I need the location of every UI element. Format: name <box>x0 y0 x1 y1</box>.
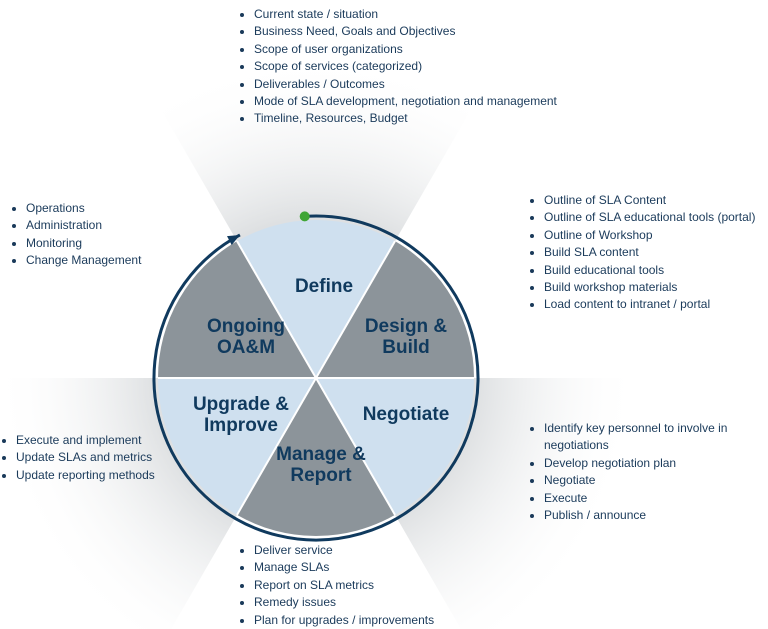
bullet-item: Execute <box>544 490 768 507</box>
bullet-item: Manage SLAs <box>254 559 560 576</box>
bullet-item: Update SLAs and metrics <box>16 449 182 466</box>
bullet-list: Outline of SLA ContentOutline of SLA edu… <box>530 192 768 314</box>
bullets-upgrade_improve: Execute and implementUpdate SLAs and met… <box>2 432 182 484</box>
bullet-item: Administration <box>26 217 192 234</box>
bullet-list: OperationsAdministrationMonitoringChange… <box>12 200 192 270</box>
bullet-item: Deliver service <box>254 542 560 559</box>
bullet-item: Publish / announce <box>544 507 768 524</box>
bullet-item: Monitoring <box>26 235 192 252</box>
bullets-design_build: Outline of SLA ContentOutline of SLA edu… <box>530 192 768 314</box>
bullet-item: Scope of user organizations <box>254 41 580 58</box>
bullet-item: Build SLA content <box>544 244 768 261</box>
bullet-item: Change Management <box>26 252 192 269</box>
bullet-item: Load content to intranet / portal <box>544 296 768 313</box>
bullet-item: Negotiate <box>544 472 768 489</box>
bullet-item: Timeline, Resources, Budget <box>254 110 580 127</box>
bullet-item: Build educational tools <box>544 262 768 279</box>
bullet-item: Outline of Workshop <box>544 227 768 244</box>
bullet-item: Deliverables / Outcomes <box>254 76 580 93</box>
bullet-item: Business Need, Goals and Objectives <box>254 23 580 40</box>
bullet-list: Current state / situationBusiness Need, … <box>240 6 580 128</box>
bullets-negotiate: Identify key personnel to involve in neg… <box>530 420 768 524</box>
bullet-item: Plan for upgrades / improvements <box>254 612 560 629</box>
bullet-item: Mode of SLA development, negotiation and… <box>254 93 580 110</box>
bullets-manage_report: Deliver serviceManage SLAsReport on SLA … <box>240 542 560 629</box>
bullets-ongoing_oam: OperationsAdministrationMonitoringChange… <box>12 200 192 270</box>
bullet-item: Develop negotiation plan <box>544 455 768 472</box>
bullet-item: Operations <box>26 200 192 217</box>
bullet-list: Execute and implementUpdate SLAs and met… <box>2 432 182 484</box>
bullet-item: Scope of services (categorized) <box>254 58 580 75</box>
bullet-item: Outline of SLA Content <box>544 192 768 209</box>
bullet-item: Outline of SLA educational tools (portal… <box>544 209 768 226</box>
bullet-item: Update reporting methods <box>16 467 182 484</box>
bullet-list: Deliver serviceManage SLAsReport on SLA … <box>240 542 560 629</box>
cycle-start-dot-icon <box>300 211 310 221</box>
bullet-item: Remedy issues <box>254 594 560 611</box>
bullet-item: Identify key personnel to involve in neg… <box>544 420 768 455</box>
bullet-item: Current state / situation <box>254 6 580 23</box>
bullet-item: Execute and implement <box>16 432 182 449</box>
bullet-item: Build workshop materials <box>544 279 768 296</box>
bullet-list: Identify key personnel to involve in neg… <box>530 420 768 524</box>
bullets-define: Current state / situationBusiness Need, … <box>240 6 580 128</box>
bullet-item: Report on SLA metrics <box>254 577 560 594</box>
